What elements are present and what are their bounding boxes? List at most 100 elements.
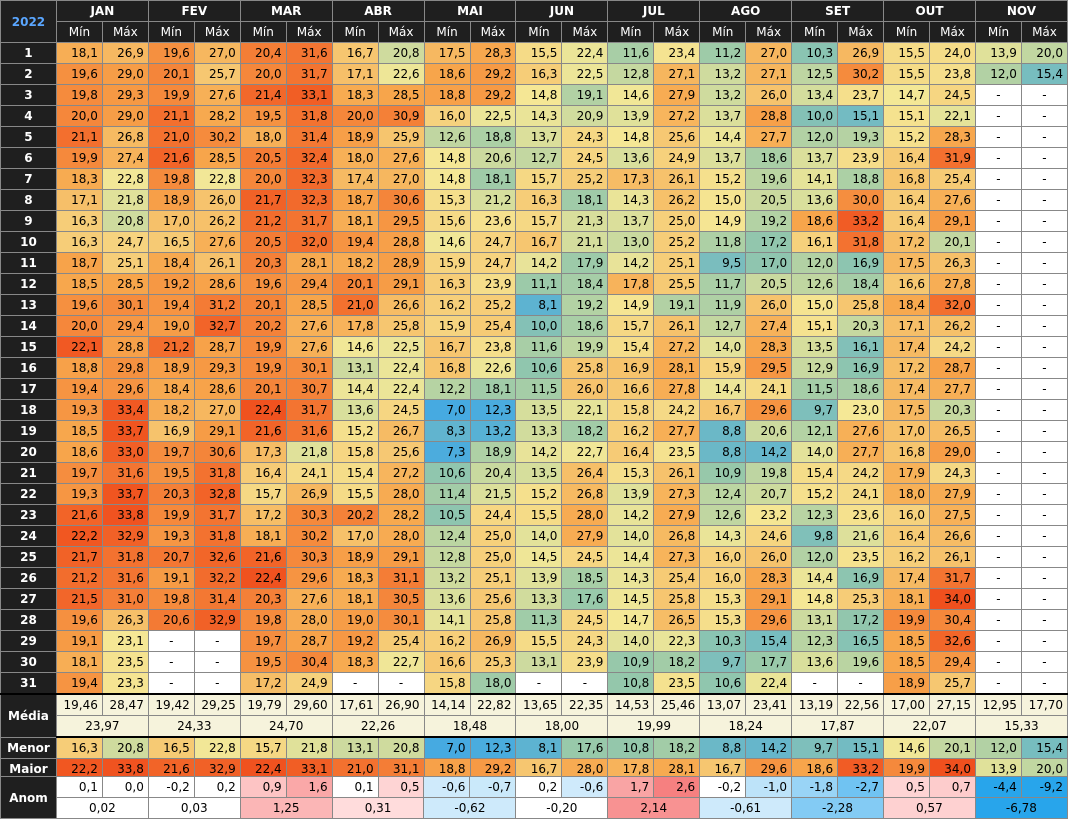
max-temp-cell: 23,2 — [745, 504, 793, 526]
max-temp-cell: - — [561, 672, 609, 695]
menor-value-cell: 20,8 — [377, 736, 425, 759]
max-temp-cell: 24,2 — [653, 399, 701, 421]
max-temp-cell: 27,6 — [285, 315, 333, 337]
min-temp-cell: 11,6 — [607, 42, 655, 64]
max-temp-cell: - — [377, 672, 425, 695]
min-temp-cell: 15,9 — [423, 315, 471, 337]
month-header-jul: JUL — [607, 0, 701, 22]
max-temp-cell: 27,3 — [653, 483, 701, 505]
min-temp-cell: 19,3 — [55, 483, 103, 505]
min-temp-cell: - — [974, 294, 1022, 316]
max-temp-cell: 31,4 — [193, 588, 241, 610]
day-row: 5 21,1 26,8 21,0 30,2 18,0 31,4 18,9 25,9 12,6 18,… — [0, 126, 1068, 148]
max-temp-cell: 18,2 — [561, 420, 609, 442]
max-temp-cell: 20,4 — [469, 462, 517, 484]
min-temp-cell: 18,0 — [239, 126, 287, 148]
min-header: Mín — [974, 21, 1022, 43]
anom-avg-cell: 0,31 — [331, 797, 425, 819]
month-header-nov: NOV — [974, 0, 1068, 22]
min-temp-cell: 8,8 — [699, 441, 747, 463]
month-header-jan: JAN — [55, 0, 149, 22]
min-temp-cell: 9,5 — [699, 252, 747, 274]
max-temp-cell: 27,4 — [745, 315, 793, 337]
max-temp-cell: 20,1 — [929, 231, 976, 253]
min-temp-cell: 15,4 — [791, 462, 839, 484]
max-temp-cell: 16,1 — [837, 336, 885, 358]
min-temp-cell: 19,6 — [239, 273, 287, 295]
min-temp-cell: 13,5 — [791, 336, 839, 358]
min-temp-cell: 15,2 — [791, 483, 839, 505]
min-temp-cell: 9,7 — [791, 399, 839, 421]
day-row: 30 18,1 23,5- -19,5 30,4 18,3 22,7 16,6 25,3 13,1… — [0, 651, 1068, 673]
max-temp-cell: 20,5 — [745, 273, 793, 295]
max-temp-cell: 28,0 — [561, 504, 609, 526]
max-temp-cell: 30,6 — [377, 189, 425, 211]
min-temp-cell: 14,9 — [607, 294, 655, 316]
max-temp-cell: 26,8 — [561, 483, 609, 505]
day-label: 16 — [0, 357, 57, 379]
anom-pair-cell: 1,7 — [607, 776, 655, 798]
min-temp-cell: 16,2 — [607, 420, 655, 442]
min-temp-cell: 19,6 — [147, 42, 195, 64]
max-header: Máx — [469, 21, 517, 43]
month-header-jun: JUN — [515, 0, 609, 22]
max-temp-cell: 20,9 — [561, 105, 609, 127]
min-temp-cell: 19,4 — [55, 672, 103, 695]
min-temp-cell: 19,5 — [147, 462, 195, 484]
min-temp-cell: 17,9 — [883, 462, 931, 484]
min-temp-cell: 16,4 — [883, 210, 931, 232]
day-row: 21 19,7 31,6 19,5 31,8 16,4 24,1 15,4 27,2 10,6 20… — [0, 462, 1068, 484]
day-row: 16 18,8 29,8 18,9 29,3 19,9 30,1 13,1 22,4 16,8 22… — [0, 357, 1068, 379]
min-temp-cell: 21,6 — [239, 420, 287, 442]
max-temp-cell: 30,7 — [285, 378, 333, 400]
max-temp-cell: 29,6 — [101, 378, 149, 400]
min-temp-cell: 16,8 — [883, 441, 931, 463]
menor-value-cell: 12,0 — [974, 736, 1022, 759]
max-temp-cell: 27,6 — [193, 231, 241, 253]
min-temp-cell: 22,2 — [55, 525, 103, 547]
max-temp-cell: 27,1 — [745, 63, 793, 85]
day-label: 27 — [0, 588, 57, 610]
day-label: 30 — [0, 651, 57, 673]
max-temp-cell: - — [1020, 294, 1068, 316]
day-label: 24 — [0, 525, 57, 547]
min-header: Mín — [239, 21, 287, 43]
min-temp-cell: 20,5 — [239, 147, 287, 169]
max-temp-cell: 25,8 — [837, 294, 885, 316]
max-temp-cell: 22,3 — [653, 630, 701, 652]
min-temp-cell: 13,2 — [699, 63, 747, 85]
min-temp-cell: 10,0 — [515, 315, 563, 337]
max-temp-cell: 29,5 — [745, 357, 793, 379]
max-temp-cell: 29,4 — [285, 273, 333, 295]
min-temp-cell: 16,8 — [423, 357, 471, 379]
min-temp-cell: - — [331, 672, 379, 695]
min-temp-cell: 20,0 — [331, 105, 379, 127]
day-label: 1 — [0, 42, 57, 64]
anom-pair-cell: 2,6 — [653, 776, 701, 798]
min-temp-cell: 14,3 — [515, 105, 563, 127]
max-temp-cell: 27,2 — [377, 462, 425, 484]
min-temp-cell: 20,1 — [239, 378, 287, 400]
min-temp-cell: 20,7 — [147, 546, 195, 568]
max-temp-cell: 25,3 — [837, 588, 885, 610]
day-label: 3 — [0, 84, 57, 106]
min-temp-cell: 11,5 — [515, 378, 563, 400]
max-temp-cell: 27,9 — [561, 525, 609, 547]
day-label: 31 — [0, 672, 57, 695]
max-temp-cell: 31,7 — [285, 210, 333, 232]
max-temp-cell: 25,4 — [469, 315, 517, 337]
max-temp-cell: 29,0 — [101, 63, 149, 85]
menor-value-cell: 13,1 — [331, 736, 379, 759]
max-temp-cell: - — [1020, 504, 1068, 526]
max-header: Máx — [193, 21, 241, 43]
min-temp-cell: 17,1 — [55, 189, 103, 211]
day-row: 19 18,5 33,7 16,9 29,1 21,6 31,6 15,2 26,7 8,3 13,… — [0, 420, 1068, 442]
media-label: Média — [0, 693, 57, 738]
max-temp-cell: 31,4 — [285, 126, 333, 148]
max-temp-cell: 25,0 — [469, 525, 517, 547]
max-temp-cell: 25,7 — [929, 672, 976, 695]
min-temp-cell: 19,5 — [239, 105, 287, 127]
max-temp-cell: 25,4 — [653, 567, 701, 589]
max-temp-cell: 29,1 — [193, 420, 241, 442]
min-temp-cell: 21,5 — [55, 588, 103, 610]
